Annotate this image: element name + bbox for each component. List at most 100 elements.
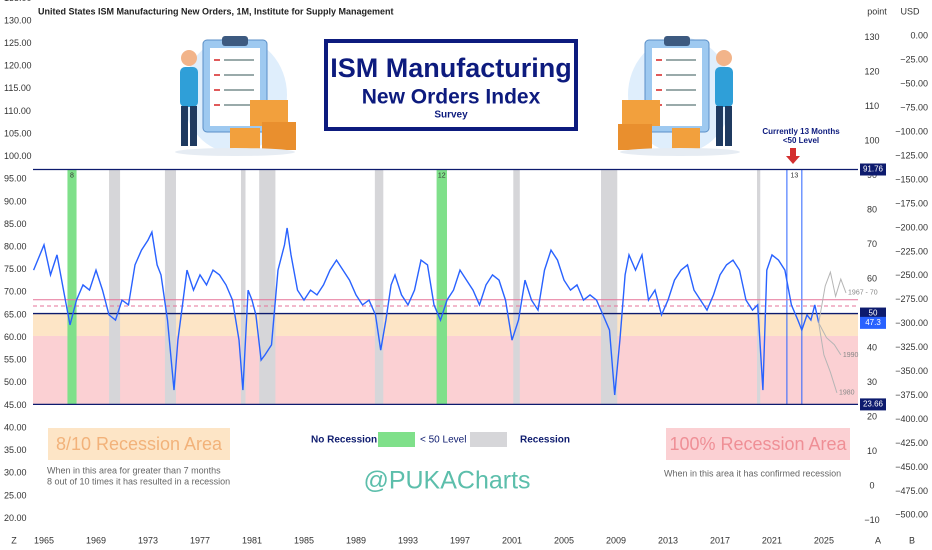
series-line (818, 270, 847, 323)
y-tick-label: 25.00 (4, 490, 27, 500)
y-tick-label: 80.00 (4, 242, 27, 252)
y-tick-label: 100.00 (4, 151, 32, 161)
area-note: When in this area it has confirmed reces… (664, 468, 841, 478)
band (164, 169, 176, 405)
y3-tick-label: −150.00 (895, 174, 928, 184)
y-tick-label: 20.00 (4, 513, 27, 523)
band (601, 169, 618, 405)
y3-tick-label: −50.00 (900, 79, 928, 89)
y3-tick-label: −75.00 (900, 103, 928, 113)
y2-tick-label: 0 (869, 480, 874, 490)
y3-tick-label: −350.00 (895, 366, 928, 376)
y2-tick-label: 10 (867, 446, 877, 456)
y-tick-label: 90.00 (4, 196, 27, 206)
x-tick-label: 1985 (294, 535, 314, 545)
axis-header: USD (900, 6, 920, 16)
series-label: 1990 (843, 352, 859, 359)
callout-arrow (786, 148, 800, 164)
callout-text: Currently 13 Months (762, 127, 840, 136)
x-tick-label: 2009 (606, 535, 626, 545)
x-tick-label: 2025 (814, 535, 834, 545)
area-box (48, 428, 230, 460)
y2-tick-label: 110 (865, 101, 879, 111)
y-tick-label: 110.00 (4, 106, 31, 116)
x-tick-label: 1981 (242, 535, 262, 545)
y2-tick-label: 20 (867, 411, 877, 421)
banner-title: ISM Manufacturing (330, 53, 572, 83)
y-tick-label: 40.00 (4, 422, 27, 432)
y3-tick-label: −400.00 (895, 414, 928, 424)
band (757, 169, 761, 405)
legend-swatch (470, 432, 507, 447)
legend-label: Recession (520, 435, 570, 446)
band (109, 169, 121, 405)
price-tag-label: 23.66 (863, 400, 884, 409)
price-tag (860, 398, 886, 411)
corner-mark: B (909, 535, 915, 545)
y-tick-label: 45.00 (4, 400, 27, 410)
price-tag-label: 47.3 (865, 318, 881, 327)
x-tick-label: 2021 (762, 535, 782, 545)
y3-tick-label: −225.00 (895, 246, 928, 256)
area-note: 8 out of 10 times it has resulted in a r… (47, 476, 230, 486)
x-tick-label: 2001 (502, 535, 522, 545)
series-label: 1980 (839, 390, 855, 397)
band (436, 169, 447, 405)
x-tick-label: 1977 (190, 535, 210, 545)
y2-tick-label: 70 (867, 239, 877, 249)
y-tick-label: 105.00 (4, 128, 32, 138)
y2-tick-label: 80 (867, 204, 877, 214)
y3-tick-label: −475.00 (895, 486, 928, 496)
chart-title: United States ISM Manufacturing New Orde… (38, 6, 394, 16)
x-tick-label: 2005 (554, 535, 574, 545)
y3-tick-label: −200.00 (895, 222, 928, 232)
band (513, 169, 520, 405)
banner-subtitle: New Orders Index (362, 86, 541, 109)
x-tick-label: 2013 (658, 535, 678, 545)
y-tick-label: 75.00 (4, 264, 27, 274)
illustration-right (618, 36, 740, 156)
area-title: 8/10 Recession Area (56, 434, 223, 454)
y-tick-label: 70.00 (4, 287, 27, 297)
price-tag (860, 316, 886, 329)
series-line (818, 322, 842, 356)
y-tick-label: 95.00 (4, 174, 27, 184)
y-tick-label: 55.00 (4, 355, 27, 365)
plot-area: 8 12 13 1967 - 70 1990 1980 (32, 168, 878, 406)
x-tick-label: 1973 (138, 535, 158, 545)
y-tick-label: 120.00 (4, 61, 32, 71)
watermark: @PUKACharts (363, 467, 530, 495)
x-tick-label: 1969 (86, 535, 106, 545)
y-tick-label: 30.00 (4, 468, 27, 478)
y3-tick-label: −275.00 (895, 294, 928, 304)
price-tag (860, 307, 886, 320)
y3-tick-label: −175.00 (895, 198, 928, 208)
price-tag-label: 50 (869, 309, 878, 318)
corner-mark: Z (11, 535, 17, 545)
y-tick-label: 85.00 (4, 219, 27, 229)
y-tick-label: 130.00 (4, 15, 32, 25)
y2-tick-label: −10 (864, 515, 879, 525)
y3-tick-label: −450.00 (895, 462, 928, 472)
legend-swatch (378, 432, 415, 447)
legend-label: < 50 Level (420, 435, 466, 446)
band-count: 8 (70, 172, 74, 179)
y3-tick-label: −425.00 (895, 438, 928, 448)
y2-tick-label: 60 (867, 273, 877, 283)
callout-text: <50 Level (783, 136, 819, 145)
y-tick-label: 65.00 (4, 309, 27, 319)
banner-box (324, 39, 578, 131)
corner-mark: A (875, 535, 881, 545)
price-tag (860, 163, 886, 176)
series-line (32, 227, 820, 396)
y-tick-label: 60.00 (4, 332, 27, 342)
banner-note: Survey (434, 110, 468, 121)
illustration-left (175, 36, 296, 156)
y3-tick-label: 0.00 (910, 31, 928, 41)
y3-tick-label: −100.00 (895, 126, 928, 136)
y3-tick-label: −25.00 (900, 55, 928, 65)
y-tick-label: 125.00 (4, 38, 32, 48)
price-tag-label: 91.76 (863, 165, 884, 174)
y2-tick-label: 100 (864, 135, 879, 145)
